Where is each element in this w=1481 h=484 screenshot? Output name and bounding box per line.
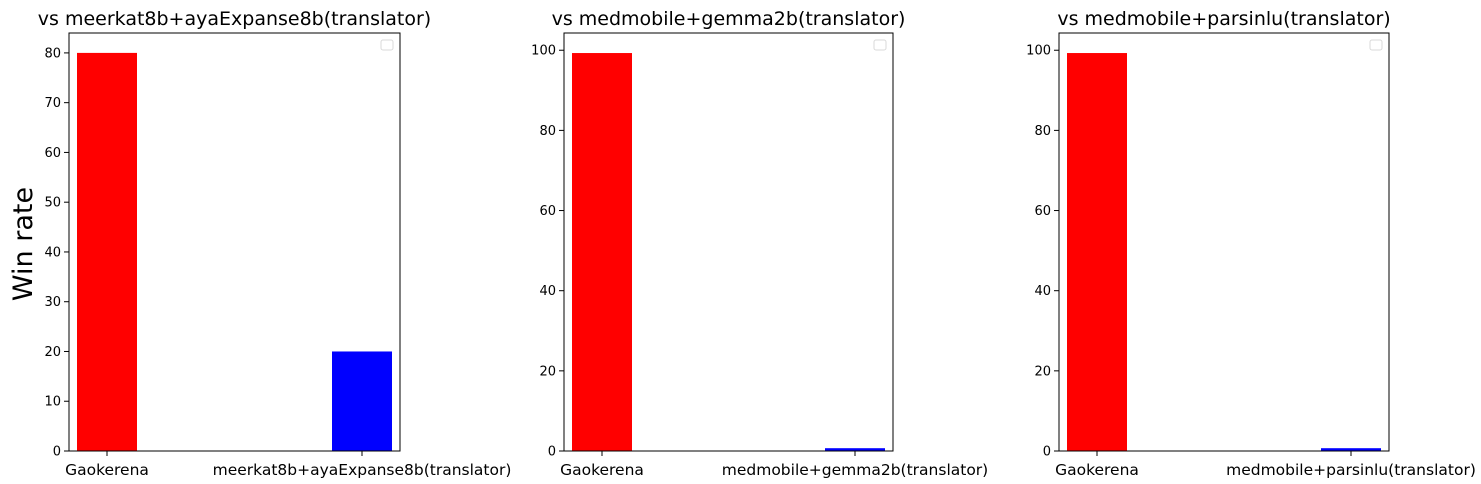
y-tick-label-0-2: 20 [44, 345, 61, 360]
chart-title-0: vs meerkat8b+ayaExpanse8b(translator) [38, 8, 431, 30]
y-tick-label-1-2: 40 [539, 284, 556, 299]
bar-1-0 [572, 53, 632, 451]
x-tick-label-2-0: Gaokerena [1055, 461, 1139, 479]
y-tick-label-0-6: 60 [44, 146, 61, 161]
legend-box-0 [380, 39, 394, 51]
y-tick-label-0-7: 70 [44, 96, 61, 111]
y-tick-label-2-2: 40 [1034, 284, 1051, 299]
y-tick-label-2-4: 80 [1034, 124, 1051, 139]
y-axis-label-0: Win rate [8, 187, 39, 301]
x-tick-label-1-1: medmobile+gemma2b(translator) [722, 461, 988, 479]
chart-title-1: vs medmobile+gemma2b(translator) [552, 8, 906, 30]
y-tick-label-0-4: 40 [44, 245, 61, 260]
axes-frame-1 [563, 32, 894, 452]
y-tick-label-0-0: 0 [53, 445, 61, 460]
axes-frame-2 [1058, 32, 1390, 452]
y-tick-label-2-0: 0 [1043, 445, 1051, 460]
bar-2-0 [1067, 53, 1127, 451]
y-tick-label-1-3: 60 [539, 204, 556, 219]
chart-title-2: vs medmobile+parsinlu(translator) [1057, 8, 1390, 30]
bar-2-1 [1321, 448, 1381, 451]
legend-box-1 [873, 39, 887, 51]
y-tick-label-2-5: 100 [1026, 44, 1051, 59]
legend-box-2 [1369, 39, 1383, 51]
y-tick-label-0-5: 50 [44, 196, 61, 211]
x-tick-label-0-1: meerkat8b+ayaExpanse8b(translator) [213, 461, 512, 479]
x-tick-label-0-0: Gaokerena [65, 461, 149, 479]
y-tick-label-2-1: 20 [1034, 364, 1051, 379]
y-tick-label-1-5: 100 [531, 44, 556, 59]
bar-0-1 [332, 351, 392, 451]
axes-frame-0 [68, 32, 401, 452]
y-tick-label-0-3: 30 [44, 295, 61, 310]
x-tick-label-1-0: Gaokerena [560, 461, 644, 479]
y-tick-label-2-3: 60 [1034, 204, 1051, 219]
y-tick-label-1-0: 0 [548, 445, 556, 460]
y-tick-label-1-4: 80 [539, 124, 556, 139]
x-tick-label-2-1: medmobile+parsinlu(translator) [1226, 461, 1476, 479]
bar-1-1 [825, 448, 885, 451]
y-tick-label-0-8: 80 [44, 46, 61, 61]
y-tick-label-1-1: 20 [539, 364, 556, 379]
y-tick-label-0-1: 10 [44, 395, 61, 410]
bar-0-0 [77, 52, 137, 452]
